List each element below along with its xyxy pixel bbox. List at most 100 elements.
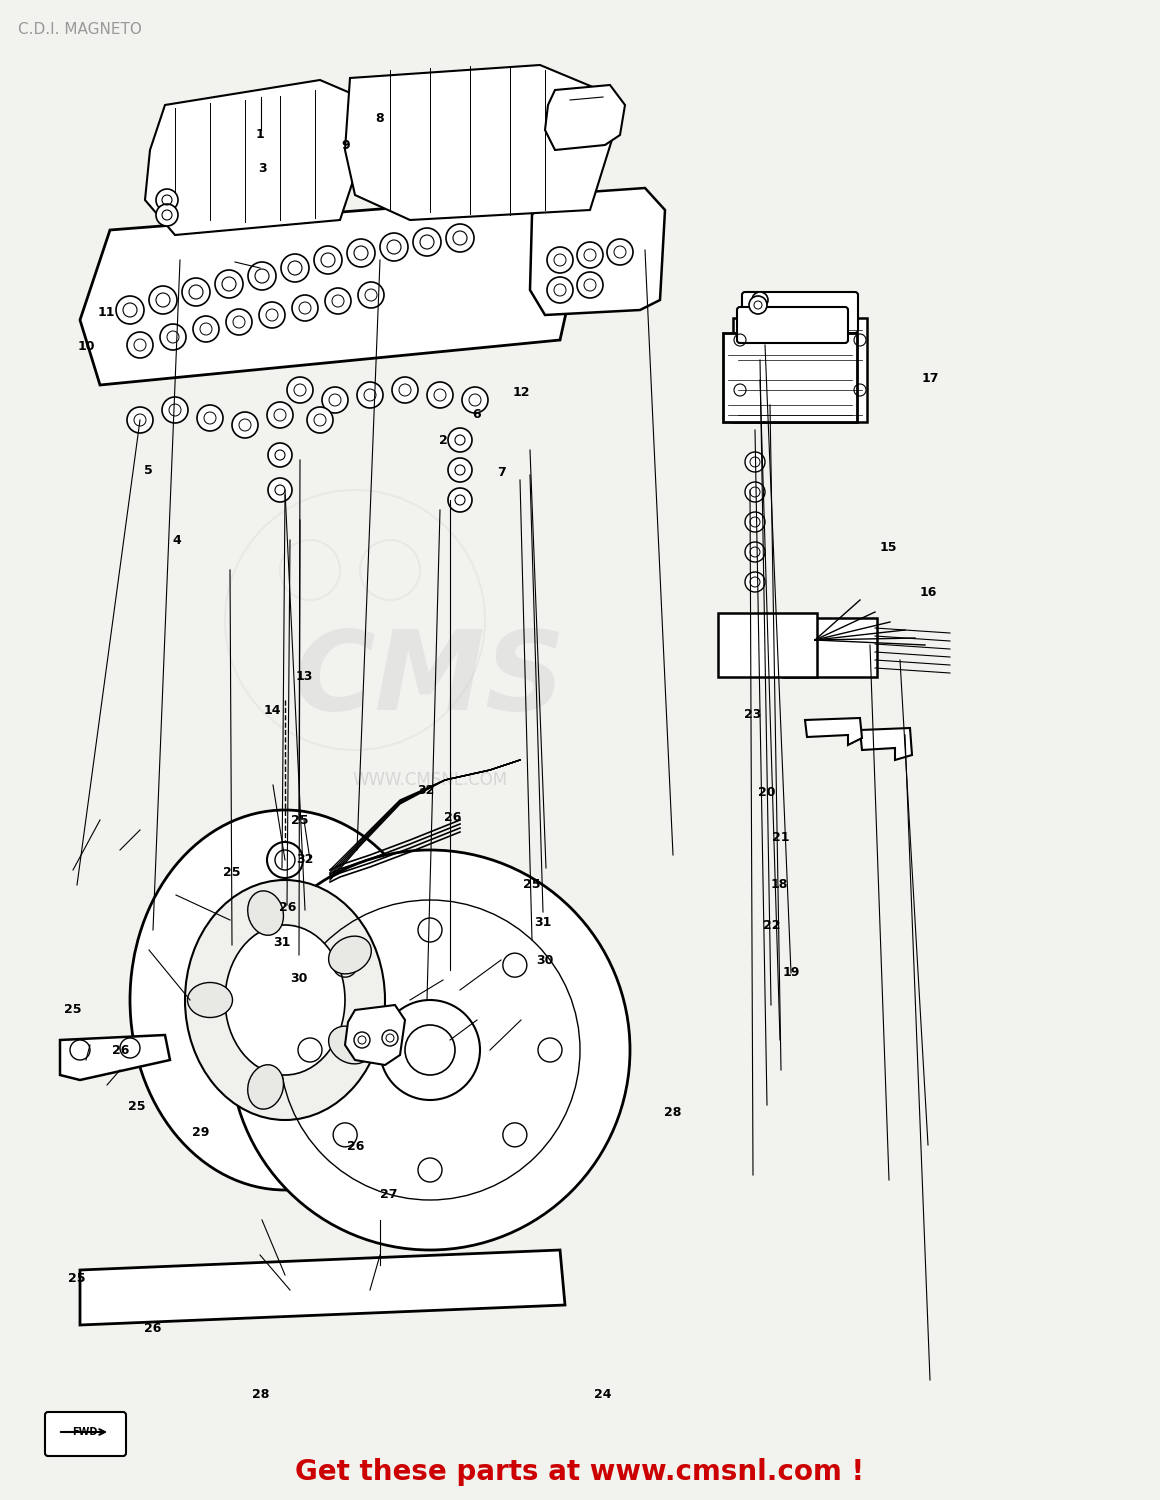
- Circle shape: [462, 387, 488, 412]
- Circle shape: [230, 850, 630, 1250]
- Text: 9: 9: [341, 140, 350, 152]
- Ellipse shape: [130, 810, 440, 1190]
- Text: 16: 16: [920, 586, 936, 598]
- Circle shape: [287, 376, 313, 404]
- Text: 15: 15: [879, 542, 898, 554]
- Text: 26: 26: [113, 1044, 129, 1056]
- Circle shape: [382, 1030, 398, 1045]
- Ellipse shape: [248, 891, 283, 936]
- Text: 28: 28: [665, 1107, 681, 1119]
- Text: 4: 4: [172, 534, 181, 546]
- Circle shape: [354, 1032, 370, 1048]
- Circle shape: [448, 488, 472, 512]
- Text: 25: 25: [522, 879, 541, 891]
- FancyBboxPatch shape: [723, 333, 857, 422]
- Polygon shape: [345, 1005, 405, 1065]
- Text: 5: 5: [144, 465, 153, 477]
- Text: 1: 1: [255, 129, 264, 141]
- Circle shape: [226, 309, 252, 334]
- Text: 32: 32: [297, 853, 313, 865]
- Circle shape: [358, 282, 384, 308]
- Ellipse shape: [248, 1065, 283, 1108]
- Text: 26: 26: [280, 902, 296, 914]
- Polygon shape: [860, 728, 912, 760]
- Polygon shape: [145, 80, 370, 236]
- Text: 30: 30: [537, 954, 553, 966]
- Text: 28: 28: [253, 1389, 269, 1401]
- Circle shape: [548, 278, 573, 303]
- FancyBboxPatch shape: [45, 1412, 126, 1456]
- Polygon shape: [60, 1035, 171, 1080]
- Circle shape: [745, 482, 764, 502]
- Polygon shape: [545, 86, 625, 150]
- Text: 26: 26: [444, 812, 461, 824]
- Text: 24: 24: [594, 1389, 612, 1401]
- Text: 23: 23: [745, 708, 761, 720]
- Circle shape: [155, 204, 177, 226]
- Text: 12: 12: [512, 387, 530, 399]
- Text: 26: 26: [348, 1140, 364, 1152]
- Circle shape: [281, 254, 309, 282]
- Circle shape: [267, 402, 293, 427]
- Circle shape: [607, 238, 633, 266]
- Text: 25: 25: [223, 867, 241, 879]
- Text: 29: 29: [193, 1126, 209, 1138]
- Text: 14: 14: [263, 705, 282, 717]
- Circle shape: [322, 387, 348, 412]
- Circle shape: [248, 262, 276, 290]
- Circle shape: [232, 413, 258, 438]
- FancyBboxPatch shape: [783, 618, 877, 676]
- Circle shape: [548, 248, 573, 273]
- Circle shape: [148, 286, 177, 314]
- Circle shape: [314, 246, 342, 274]
- Text: 30: 30: [291, 972, 307, 984]
- FancyBboxPatch shape: [733, 318, 867, 422]
- Polygon shape: [80, 195, 580, 386]
- Circle shape: [347, 238, 375, 267]
- Circle shape: [215, 270, 242, 298]
- Circle shape: [182, 278, 210, 306]
- Text: CMS: CMS: [293, 627, 566, 734]
- Text: 25: 25: [128, 1101, 146, 1113]
- Text: 25: 25: [64, 1004, 82, 1016]
- Text: 19: 19: [783, 966, 799, 978]
- Circle shape: [307, 406, 333, 433]
- Circle shape: [413, 228, 441, 256]
- Circle shape: [392, 376, 418, 404]
- Circle shape: [745, 512, 764, 532]
- Text: 11: 11: [97, 306, 116, 318]
- Circle shape: [745, 452, 764, 472]
- Text: 21: 21: [771, 831, 790, 843]
- Circle shape: [445, 224, 474, 252]
- Circle shape: [577, 242, 603, 268]
- Circle shape: [752, 292, 768, 308]
- Circle shape: [193, 316, 219, 342]
- Circle shape: [126, 406, 153, 433]
- Circle shape: [745, 572, 764, 592]
- Text: 25: 25: [290, 815, 309, 827]
- Text: 26: 26: [145, 1323, 161, 1335]
- Text: 17: 17: [921, 372, 940, 384]
- Text: 31: 31: [535, 916, 551, 928]
- Text: WWW.CMSNL.COM: WWW.CMSNL.COM: [353, 771, 508, 789]
- Circle shape: [577, 272, 603, 298]
- Text: 13: 13: [296, 670, 312, 682]
- Circle shape: [448, 458, 472, 482]
- Circle shape: [160, 324, 186, 350]
- Text: 31: 31: [274, 936, 290, 948]
- Circle shape: [749, 296, 767, 314]
- Polygon shape: [805, 718, 862, 746]
- Circle shape: [155, 189, 177, 211]
- Text: 10: 10: [77, 340, 95, 352]
- Circle shape: [268, 478, 292, 502]
- FancyBboxPatch shape: [718, 614, 817, 676]
- Text: 20: 20: [757, 786, 776, 798]
- Ellipse shape: [184, 880, 385, 1120]
- Ellipse shape: [328, 936, 371, 974]
- FancyBboxPatch shape: [737, 308, 848, 344]
- Circle shape: [119, 1038, 140, 1058]
- Text: 3: 3: [258, 162, 267, 174]
- Polygon shape: [345, 64, 615, 220]
- Circle shape: [325, 288, 351, 314]
- Circle shape: [197, 405, 223, 430]
